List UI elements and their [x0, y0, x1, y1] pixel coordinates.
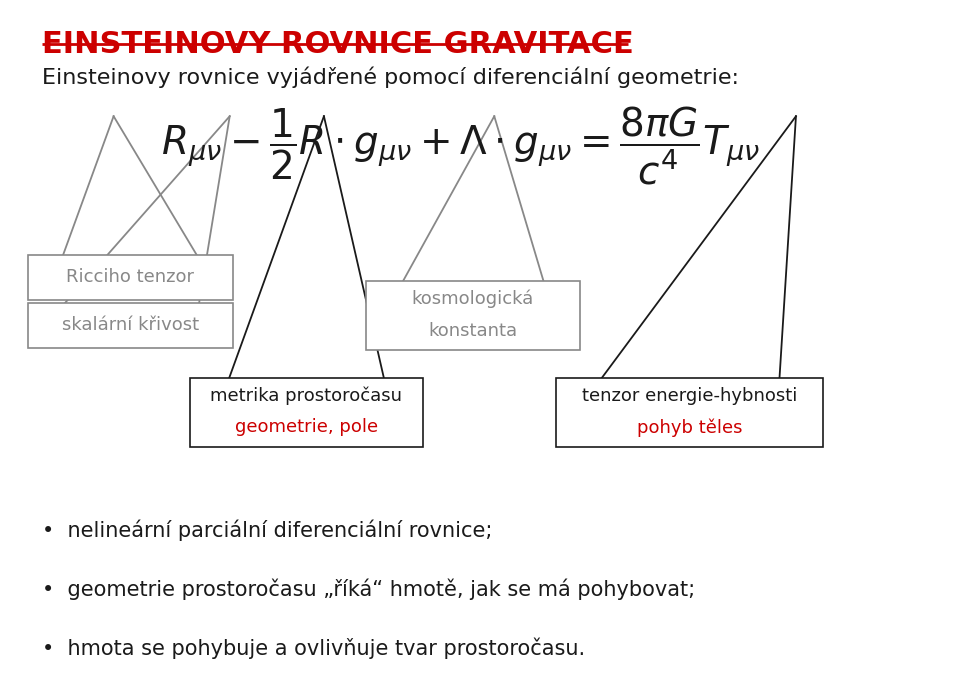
Text: •  geometrie prostoročasu „říká“ hmotě, jak se má pohybovat;: • geometrie prostoročasu „říká“ hmotě, j… — [42, 578, 695, 600]
Text: Ricciho tenzor: Ricciho tenzor — [66, 268, 194, 286]
Text: geometrie, pole: geometrie, pole — [235, 419, 378, 437]
Text: metrika prostoročasu: metrika prostoročasu — [210, 386, 402, 405]
FancyBboxPatch shape — [28, 303, 232, 348]
Text: •  hmota se pohybuje a ovlivňuje tvar prostoročasu.: • hmota se pohybuje a ovlivňuje tvar pro… — [42, 637, 586, 659]
FancyBboxPatch shape — [28, 255, 232, 300]
Text: tenzor energie-hybnosti: tenzor energie-hybnosti — [582, 386, 797, 405]
Text: skalární křivost: skalární křivost — [61, 316, 199, 335]
FancyBboxPatch shape — [556, 378, 823, 447]
FancyBboxPatch shape — [190, 378, 423, 447]
Text: pohyb těles: pohyb těles — [636, 418, 742, 437]
Text: Einsteinovy rovnice vyjádřené pomocí diferenciální geometrie:: Einsteinovy rovnice vyjádřené pomocí dif… — [42, 66, 739, 88]
FancyBboxPatch shape — [366, 281, 580, 350]
Text: kosmologická: kosmologická — [412, 290, 534, 308]
Text: •  nelineární parciální diferenciální rovnice;: • nelineární parciální diferenciální rov… — [42, 519, 492, 541]
Text: EINSTEINOVY ROVNICE GRAVITACE: EINSTEINOVY ROVNICE GRAVITACE — [42, 30, 634, 60]
Text: konstanta: konstanta — [428, 321, 517, 340]
Text: $R_{\mu\nu} - \dfrac{1}{2}R \cdot g_{\mu\nu} + \Lambda \cdot g_{\mu\nu} = \dfrac: $R_{\mu\nu} - \dfrac{1}{2}R \cdot g_{\mu… — [161, 105, 760, 187]
